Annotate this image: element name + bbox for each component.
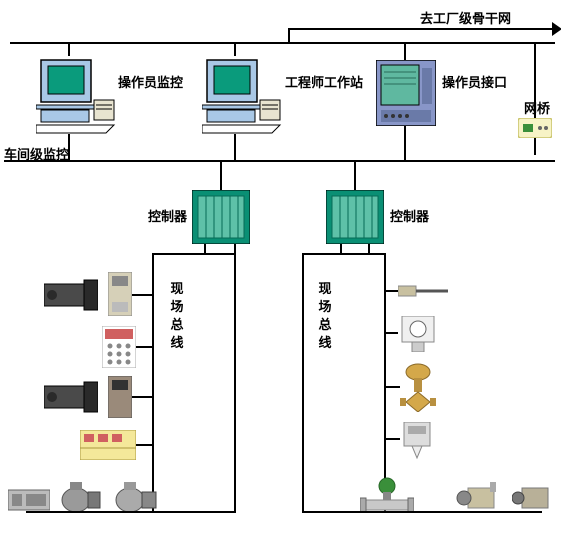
controller-1	[192, 190, 250, 249]
sensor-box	[400, 422, 434, 465]
dev-l3-line	[132, 396, 152, 398]
fieldbus2-top	[302, 253, 384, 255]
temp-probe	[398, 280, 448, 307]
motor-device-1	[44, 278, 98, 317]
operator-monitor-pc	[36, 55, 116, 140]
motor-device-2	[44, 380, 98, 419]
controller-1-label: 控制器	[148, 206, 187, 225]
dev-l1-line	[132, 294, 152, 296]
fieldbus-1-label: 现场总线	[170, 280, 184, 352]
top-bus-line	[10, 42, 555, 44]
mid-bus-line	[4, 160, 555, 162]
bridge-label: 网桥	[524, 98, 550, 117]
fb1-bottom	[26, 511, 236, 513]
factory-backbone-label: 去工厂级骨干网	[420, 8, 511, 27]
camera-device-2	[512, 482, 552, 519]
operator-interface-panel	[376, 60, 436, 131]
pump-device-1	[60, 480, 102, 521]
plc-rack	[80, 430, 136, 465]
fieldbus1-right	[234, 253, 236, 513]
io-module-1	[108, 272, 132, 321]
dev-r1-line	[384, 290, 398, 292]
fieldbus-2-label: 现场总线	[318, 280, 332, 352]
arrow-right-icon	[552, 22, 561, 36]
camera-device-1	[456, 482, 498, 519]
drive-module	[108, 376, 132, 423]
operator-interface-label: 操作员接口	[442, 72, 507, 91]
controller-2	[326, 190, 384, 249]
top-backbone-line	[288, 28, 558, 30]
keypad-device	[102, 326, 136, 373]
ctrl2-stem	[354, 160, 356, 190]
transmitter	[398, 316, 438, 357]
pc2-mid-drop	[234, 134, 236, 162]
bottom-device-1	[8, 486, 50, 519]
pc1-drop	[68, 42, 70, 56]
pump-device-2	[114, 480, 158, 521]
pc2-drop	[234, 42, 236, 56]
fieldbus2-right	[384, 253, 386, 513]
panel-mid-drop	[404, 126, 406, 162]
engineer-station-label: 工程师工作站	[285, 72, 363, 91]
dev-l4-line	[136, 444, 152, 446]
ctrl2-to-fb	[340, 244, 342, 255]
fb2-bottom	[302, 511, 542, 513]
ctrl1-to-fb2	[204, 244, 206, 255]
controller-2-label: 控制器	[390, 206, 429, 225]
ctrl1-stem	[220, 160, 222, 190]
ctrl2-to-fb2	[368, 244, 370, 255]
dev-r3-line	[384, 386, 400, 388]
control-valve	[400, 362, 436, 417]
backbone-drop	[288, 28, 290, 43]
engineer-station-pc	[202, 55, 282, 140]
panel-drop	[404, 42, 406, 60]
bridge-to-mid	[534, 138, 536, 155]
pc1-mid-drop	[68, 134, 70, 162]
fieldbus1-vertical	[152, 253, 154, 513]
fieldbus1-top	[152, 253, 234, 255]
dev-r2-line	[384, 332, 398, 334]
dev-r4-line	[384, 438, 400, 440]
operator-monitor-label: 操作员监控	[118, 72, 183, 91]
dev-l2-line	[136, 346, 152, 348]
fieldbus2-vertical	[302, 253, 304, 513]
